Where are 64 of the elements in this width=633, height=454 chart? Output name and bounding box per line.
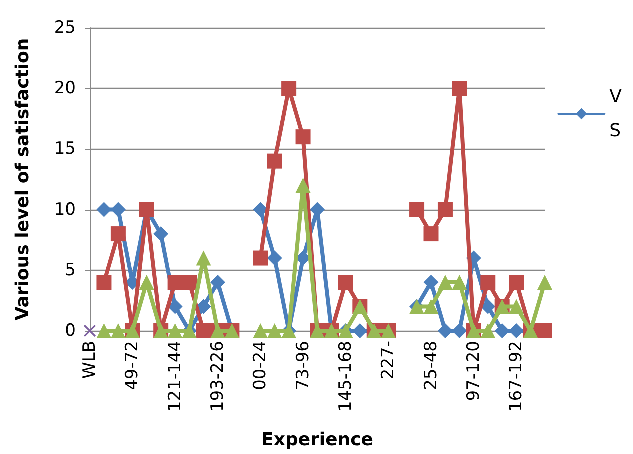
point	[410, 202, 425, 218]
point	[538, 275, 552, 290]
point	[168, 299, 183, 314]
point	[452, 81, 468, 96]
point	[282, 81, 297, 96]
point	[168, 324, 183, 338]
x-tick-label: 00-24	[250, 341, 271, 390]
x-tick-label: 227-	[378, 341, 399, 380]
point	[424, 275, 439, 290]
point	[96, 275, 112, 290]
x-tick-label: WLB	[80, 341, 100, 379]
point	[452, 324, 468, 338]
x-tick-label: 25-48	[421, 341, 442, 390]
point	[480, 299, 496, 314]
point	[438, 324, 453, 338]
x-tick-label: 167-192	[506, 341, 527, 412]
x-tick-label: 193-226	[208, 341, 228, 412]
x-tick-label: 97-120	[464, 341, 484, 402]
point	[253, 250, 268, 266]
point	[84, 325, 96, 337]
point	[424, 299, 439, 314]
point	[296, 130, 311, 145]
point	[438, 275, 453, 290]
point	[452, 275, 468, 290]
point	[480, 275, 496, 290]
point	[267, 250, 282, 266]
point	[168, 275, 183, 290]
x-tick-label: 121-144	[165, 341, 186, 412]
point	[182, 275, 198, 290]
y-axis-title: Various level of satisfaction	[12, 38, 34, 321]
x-axis-title: Experience	[262, 430, 374, 450]
legend-label: VS	[610, 86, 623, 142]
y-tick-label: 20	[54, 78, 76, 99]
y-tick-label: 25	[54, 18, 76, 38]
point	[338, 275, 354, 290]
point	[110, 226, 126, 242]
point	[480, 324, 496, 338]
x-tick-label: 49-72	[122, 341, 143, 390]
x-tick-label: 145-168	[336, 341, 356, 412]
point	[210, 275, 226, 290]
point	[509, 299, 524, 314]
y-tick-label: 5	[65, 260, 76, 280]
point	[110, 202, 126, 218]
point	[424, 226, 439, 242]
point	[494, 324, 510, 338]
point	[196, 299, 212, 314]
point	[253, 324, 268, 338]
x-tick-label: 73-96	[293, 341, 314, 390]
point	[96, 202, 112, 218]
point	[438, 202, 453, 218]
point	[154, 226, 169, 242]
y-tick-label: 0	[65, 321, 76, 341]
point	[352, 324, 368, 338]
point	[509, 275, 524, 290]
point	[196, 324, 212, 338]
y-tick-label: 10	[54, 200, 76, 220]
point	[110, 324, 126, 338]
point	[267, 154, 282, 169]
point	[267, 324, 282, 338]
point	[96, 324, 112, 338]
point	[296, 178, 311, 194]
y-tick-label: 15	[54, 139, 76, 160]
point	[196, 250, 212, 266]
point	[139, 275, 154, 290]
